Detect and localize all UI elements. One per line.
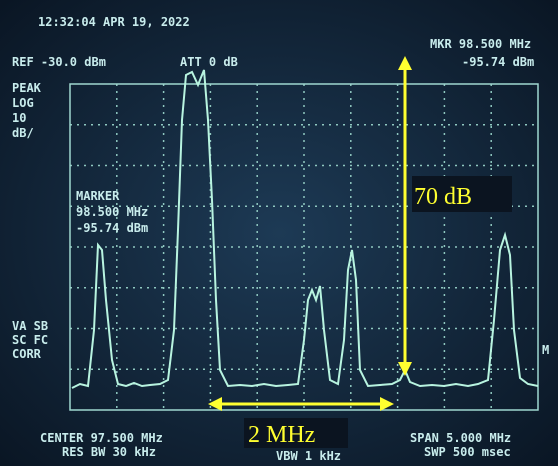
res-bw: RES BW 30 kHz [62,445,156,459]
marker-level: -95.74 dBm [76,221,148,235]
status-label: VA SB [12,319,48,333]
center-freq: CENTER 97.500 MHz [40,431,163,445]
analyzer-photo: 70 dB 2 MHz 12:32:04 APR 19, 2022 REF -3… [0,0,558,466]
timestamp: 12:32:04 APR 19, 2022 [38,15,190,29]
annotation: 2 MHz [248,422,315,448]
scale-label: 10 [12,111,26,125]
annotation: 70 dB [414,184,472,210]
status-label: SC FC [12,333,48,347]
span: SPAN 5.000 MHz [410,431,511,445]
marker-frequency: 98.500 MHz [76,205,148,219]
vbw: VBW 1 kHz [276,449,341,463]
ref-level: REF -30.0 dBm [12,55,106,69]
flag: M [542,343,549,357]
marker-value: -95.74 dBm [462,55,534,69]
scale-label: LOG [12,96,34,110]
attenuation: ATT 0 dB [180,55,238,69]
marker-title: MARKER [76,189,120,203]
status-label: CORR [12,347,42,361]
scale-label: dB/ [12,126,34,140]
page: 70 dB 2 MHz 12:32:04 APR 19, 2022 REF -3… [0,0,558,466]
sweep: SWP 500 msec [424,445,511,459]
marker-label: MKR 98.500 MHz [430,37,531,51]
scale-label: PEAK [12,81,42,95]
